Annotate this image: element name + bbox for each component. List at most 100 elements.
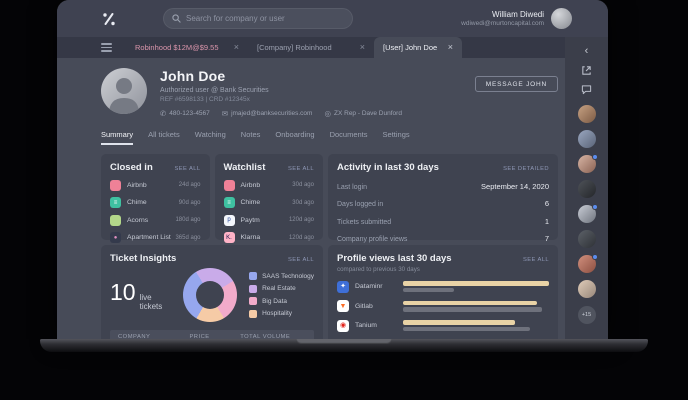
collapse-rail-icon[interactable]: ‹ [584, 45, 589, 57]
see-all-link[interactable]: SEE ALL [287, 257, 314, 263]
phone-contact[interactable]: ✆ 480-123-4567 [160, 109, 210, 118]
contact-avatar[interactable] [577, 105, 596, 123]
email-contact[interactable]: ✉ jmajed@banksecurities.com [222, 109, 313, 118]
activity-row: Tickets submitted 1 [337, 216, 549, 226]
contact-avatar[interactable] [577, 280, 596, 298]
contact-avatar[interactable] [577, 130, 596, 148]
nav-tab-summary[interactable]: Summary [101, 130, 134, 145]
company-name: Klarna [240, 234, 261, 241]
rep-info: ◎ ZX Rep - Dave Dunford [324, 109, 401, 118]
time-ago: 24d ago [178, 182, 201, 188]
nav-tab-watching[interactable]: Watching [194, 130, 226, 139]
tab-robinhood-deal[interactable]: Robinhood $12M@$9.55 × [126, 37, 248, 58]
company-name: Airbnb [240, 181, 261, 189]
time-ago: 30d ago [292, 182, 314, 188]
menu-icon[interactable] [101, 43, 112, 52]
list-item[interactable]: ● Apartment List 365d ago [110, 232, 201, 243]
legend-swatch [249, 297, 258, 306]
airbnb-logo-icon [223, 179, 235, 191]
share-icon[interactable] [581, 65, 592, 76]
bar-previous [403, 326, 531, 331]
notification-badge [591, 204, 598, 210]
list-item[interactable]: Acorns 180d ago [110, 214, 201, 226]
activity-card: Activity in last 30 days SEE DETAILED La… [328, 154, 558, 243]
tickets-table: COMPANY PRICE TOTAL VOLUME DoorDash $100… [110, 330, 314, 339]
chat-icon[interactable] [581, 84, 592, 95]
ticket-insights-card: Ticket Insights SEE ALL 10 live tickets [101, 245, 323, 339]
list-item[interactable]: ≡ Chime 90d ago [110, 197, 201, 208]
card-title: Activity in last 30 days [337, 162, 439, 173]
contact-avatar[interactable] [577, 230, 596, 248]
bar-previous [403, 307, 542, 312]
legend-swatch [249, 309, 258, 318]
page-title: John Doe [160, 68, 226, 84]
profile-views-row: ▼ Gitlab [337, 300, 549, 312]
paytm-logo-icon: p [223, 214, 235, 226]
list-item[interactable]: Airbnb 24d ago [110, 179, 201, 191]
see-detailed-link[interactable]: SEE DETAILED [503, 166, 549, 172]
contact-avatar[interactable] [577, 180, 596, 198]
message-john-button[interactable]: MESSAGE JOHN [474, 76, 558, 92]
top-bar: William Diwedi wdiwedi@murtoncapital.com [57, 0, 608, 37]
notification-badge [591, 154, 598, 160]
laptop-notch [296, 339, 392, 344]
more-contacts-badge[interactable]: +15 [577, 306, 596, 324]
list-item[interactable]: ≡ Chime 30d ago [223, 197, 314, 208]
time-ago: 180d ago [175, 217, 201, 223]
list-item[interactable]: Airbnb 30d ago [223, 179, 314, 191]
search-icon [172, 14, 181, 23]
live-ticket-count: 10 [110, 279, 136, 305]
airbnb-logo-icon [110, 179, 121, 191]
company-name: Dataminr [355, 283, 383, 290]
current-user[interactable]: William Diwedi wdiwedi@murtoncapital.com [461, 8, 572, 29]
list-item[interactable]: p Paytm 120d ago [223, 214, 314, 226]
nav-tab-onboarding[interactable]: Onboarding [275, 130, 315, 139]
card-title: Closed in [110, 162, 153, 173]
tab-label: [User] John Doe [383, 43, 438, 52]
contact-avatar[interactable] [577, 204, 598, 223]
legend-swatch [249, 284, 258, 293]
acorns-logo-icon [110, 214, 121, 226]
close-tab-icon[interactable]: × [233, 42, 239, 52]
watchlist-card: Watchlist SEE ALL Airbnb 30d ago [214, 154, 323, 243]
close-tab-icon[interactable]: × [359, 42, 365, 52]
current-user-email: wdiwedi@murtoncapital.com [461, 20, 544, 27]
contact-avatar[interactable] [577, 154, 598, 173]
current-user-avatar[interactable] [551, 8, 572, 29]
contact-avatar[interactable] [577, 254, 598, 273]
profile-views-row: ✦ Dataminr [337, 280, 549, 293]
time-ago: 120d ago [288, 234, 314, 241]
nav-tab-documents[interactable]: Documents [329, 130, 368, 139]
card-title: Profile views last 30 days [337, 253, 452, 264]
apartment-list-logo-icon: ● [110, 232, 121, 243]
nav-tab-all-tickets[interactable]: All tickets [148, 130, 180, 139]
list-item[interactable]: K. Klarna 120d ago [223, 232, 314, 243]
contact-list [577, 105, 598, 298]
profile-views-card: Profile views last 30 days SEE ALL compa… [328, 245, 558, 339]
nav-tab-settings[interactable]: Settings [382, 130, 410, 139]
company-name: Acorns [127, 216, 149, 224]
app-logo-icon[interactable] [101, 11, 117, 27]
card-title: Ticket Insights [110, 253, 177, 264]
search-bar[interactable] [163, 8, 353, 29]
table-header: COMPANY PRICE TOTAL VOLUME [110, 330, 314, 339]
tab-user-john-doe[interactable]: [User] John Doe × [374, 37, 462, 58]
close-tab-icon[interactable]: × [447, 42, 453, 52]
notification-badge [591, 254, 598, 260]
see-all-link[interactable]: SEE ALL [522, 257, 549, 263]
time-ago: 365d ago [175, 234, 201, 241]
see-all-link[interactable]: SEE ALL [174, 166, 201, 172]
activity-row: Last login September 14, 2020 [337, 181, 549, 191]
time-ago: 90d ago [178, 199, 201, 206]
rep-badge-icon: ◎ [324, 109, 332, 118]
tab-label: [Company] Robinhood [257, 43, 332, 52]
company-name: Paytm [240, 216, 260, 224]
activity-row: Company profile views 7 [337, 234, 549, 243]
search-input[interactable] [186, 14, 344, 23]
donut-legend: SAAS Technology Real Estate Big Data Hos… [249, 272, 314, 318]
see-all-link[interactable]: SEE ALL [287, 166, 314, 172]
company-name: Gitlab [355, 302, 373, 310]
ticket-donut-chart [183, 268, 238, 322]
tab-company-robinhood[interactable]: [Company] Robinhood × [248, 37, 374, 58]
nav-tab-notes[interactable]: Notes [240, 130, 261, 139]
